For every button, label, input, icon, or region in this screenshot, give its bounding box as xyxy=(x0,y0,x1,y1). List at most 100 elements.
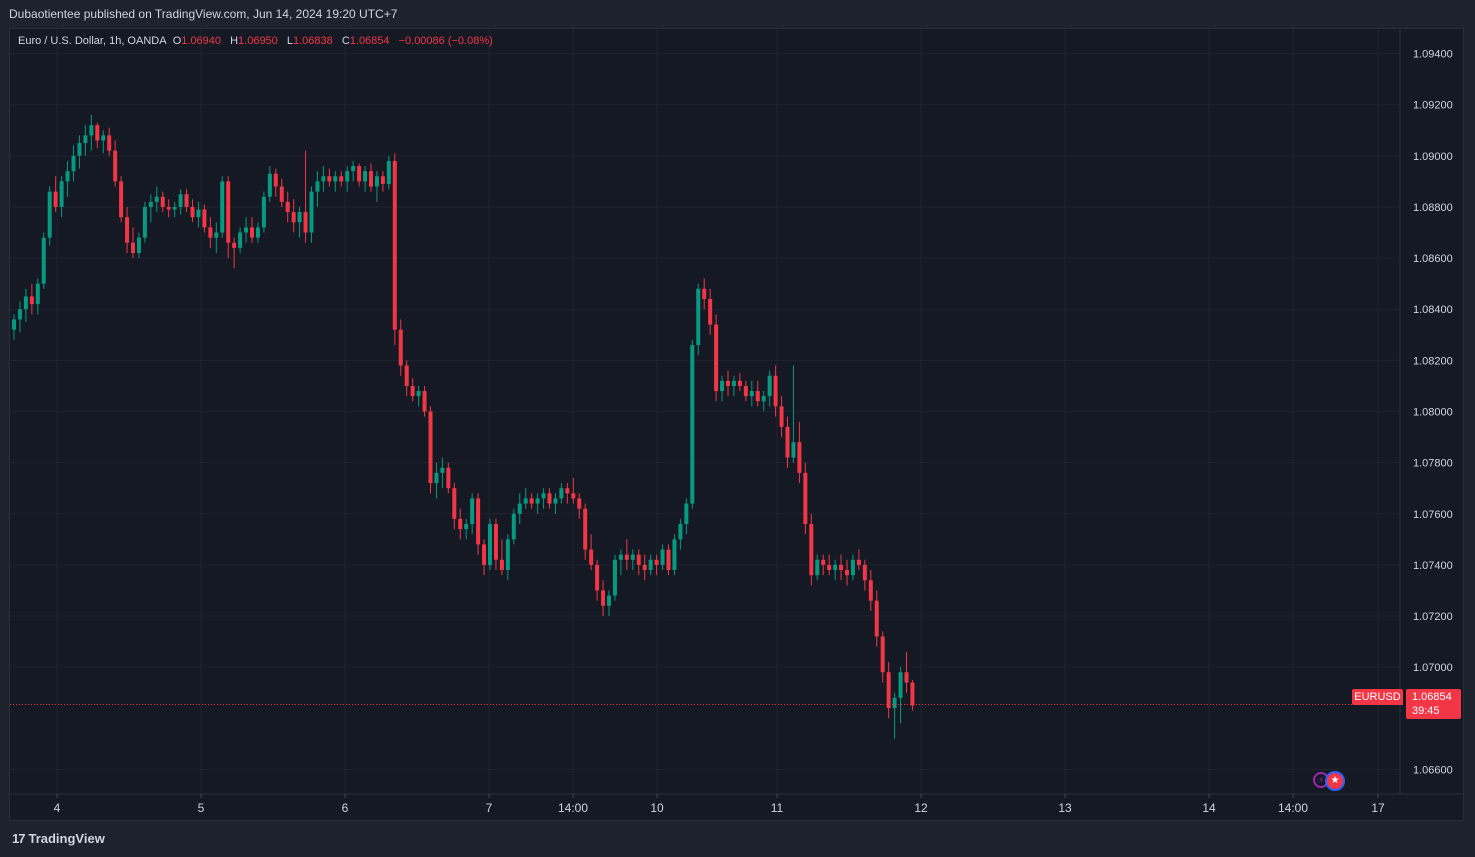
candle-body xyxy=(12,319,16,330)
time-axis: 4 5 6 7 14:00 10 11 12 13 14 14:00 17 xyxy=(10,793,1464,815)
symbol-legend: Euro / U.S. Dollar, 1h, OANDA O1.06940 H… xyxy=(18,35,493,47)
candle xyxy=(267,166,272,202)
candle-body xyxy=(35,283,40,305)
low-value: 1.06838 xyxy=(292,35,333,47)
candle xyxy=(553,493,558,514)
candle xyxy=(440,457,445,489)
candle xyxy=(333,171,338,192)
candle xyxy=(868,570,873,611)
candle xyxy=(327,168,332,187)
chart-frame[interactable] xyxy=(9,28,1464,821)
candle xyxy=(505,534,510,581)
candle-body xyxy=(440,467,445,473)
candle xyxy=(77,135,82,169)
brand-name: TradingView xyxy=(28,831,105,846)
candle-body xyxy=(541,493,546,499)
candle xyxy=(374,171,379,202)
time-tick-label: 5 xyxy=(198,801,205,815)
candle-body xyxy=(23,296,28,310)
candle xyxy=(17,301,22,333)
candle-body xyxy=(107,135,112,151)
candle-body xyxy=(630,554,635,560)
price-tick-label: 1.09000 xyxy=(1413,151,1453,163)
candle-body xyxy=(672,539,677,571)
candle xyxy=(476,493,481,555)
candle-body xyxy=(761,396,766,402)
candle xyxy=(107,127,112,156)
candle xyxy=(595,559,600,601)
candle-body xyxy=(773,375,778,407)
candle-body xyxy=(845,570,849,576)
candle-body xyxy=(589,549,594,565)
time-tick-label: 11 xyxy=(771,801,784,815)
candle xyxy=(315,171,320,207)
candle-body xyxy=(351,166,356,172)
candle-body xyxy=(184,194,189,207)
candle-body xyxy=(684,503,689,524)
candle-body xyxy=(779,406,784,427)
candle xyxy=(827,554,832,576)
candle-body xyxy=(422,391,427,412)
candle xyxy=(583,503,588,560)
candle xyxy=(309,186,314,243)
tradingview-logo-icon: 17 xyxy=(12,831,26,846)
candle xyxy=(226,176,231,259)
candle xyxy=(404,360,409,397)
price-axis: 1.09400 1.09200 1.09000 1.08800 1.08600 1.084… xyxy=(1399,29,1453,794)
candle-body xyxy=(250,227,254,238)
candle xyxy=(59,176,64,218)
candle-body xyxy=(142,206,147,238)
candle xyxy=(172,201,177,218)
candle xyxy=(363,166,368,192)
candle-body xyxy=(244,227,249,233)
candle xyxy=(696,283,701,356)
candle-body xyxy=(720,380,725,392)
candle xyxy=(547,488,552,509)
candle xyxy=(523,488,528,509)
candle xyxy=(678,518,683,550)
candle xyxy=(202,204,207,233)
candle-body xyxy=(607,595,611,606)
candle-body xyxy=(565,488,570,494)
candle xyxy=(791,365,796,463)
candle-body xyxy=(41,237,46,284)
candle-body xyxy=(160,196,165,207)
symbol-name: Euro / U.S. Dollar, 1h, OANDA xyxy=(18,35,167,47)
us-flag-icon[interactable]: ★ xyxy=(1325,771,1345,791)
candle xyxy=(839,554,844,581)
candle xyxy=(83,125,88,156)
candle xyxy=(618,549,623,576)
candle-body xyxy=(880,636,885,673)
candle-body xyxy=(59,181,64,207)
candle xyxy=(737,373,742,392)
candle xyxy=(541,488,546,509)
price-tick-label: 1.07600 xyxy=(1413,509,1453,521)
candle-body xyxy=(357,166,362,182)
candle xyxy=(803,462,808,535)
candle xyxy=(351,160,356,182)
candle xyxy=(47,186,52,246)
candle xyxy=(136,232,141,259)
candle xyxy=(517,493,522,524)
candle xyxy=(482,539,487,576)
candle xyxy=(862,559,867,591)
candle xyxy=(874,590,879,647)
candle xyxy=(125,206,130,253)
candle xyxy=(131,227,135,259)
price-tick-label: 1.08600 xyxy=(1413,253,1453,265)
candle-body xyxy=(862,564,867,581)
candle-body xyxy=(547,493,552,504)
candle xyxy=(726,370,730,397)
candle xyxy=(250,217,254,243)
candle xyxy=(154,186,159,213)
candle xyxy=(612,554,617,601)
candle-body xyxy=(273,173,278,187)
candle xyxy=(821,554,826,576)
candle-body xyxy=(89,125,94,136)
candle-body xyxy=(434,472,439,484)
candle xyxy=(208,217,213,248)
candle-body xyxy=(642,564,647,571)
time-tick-label: 13 xyxy=(1058,801,1072,815)
footer-brand[interactable]: 17 TradingView xyxy=(12,831,105,846)
